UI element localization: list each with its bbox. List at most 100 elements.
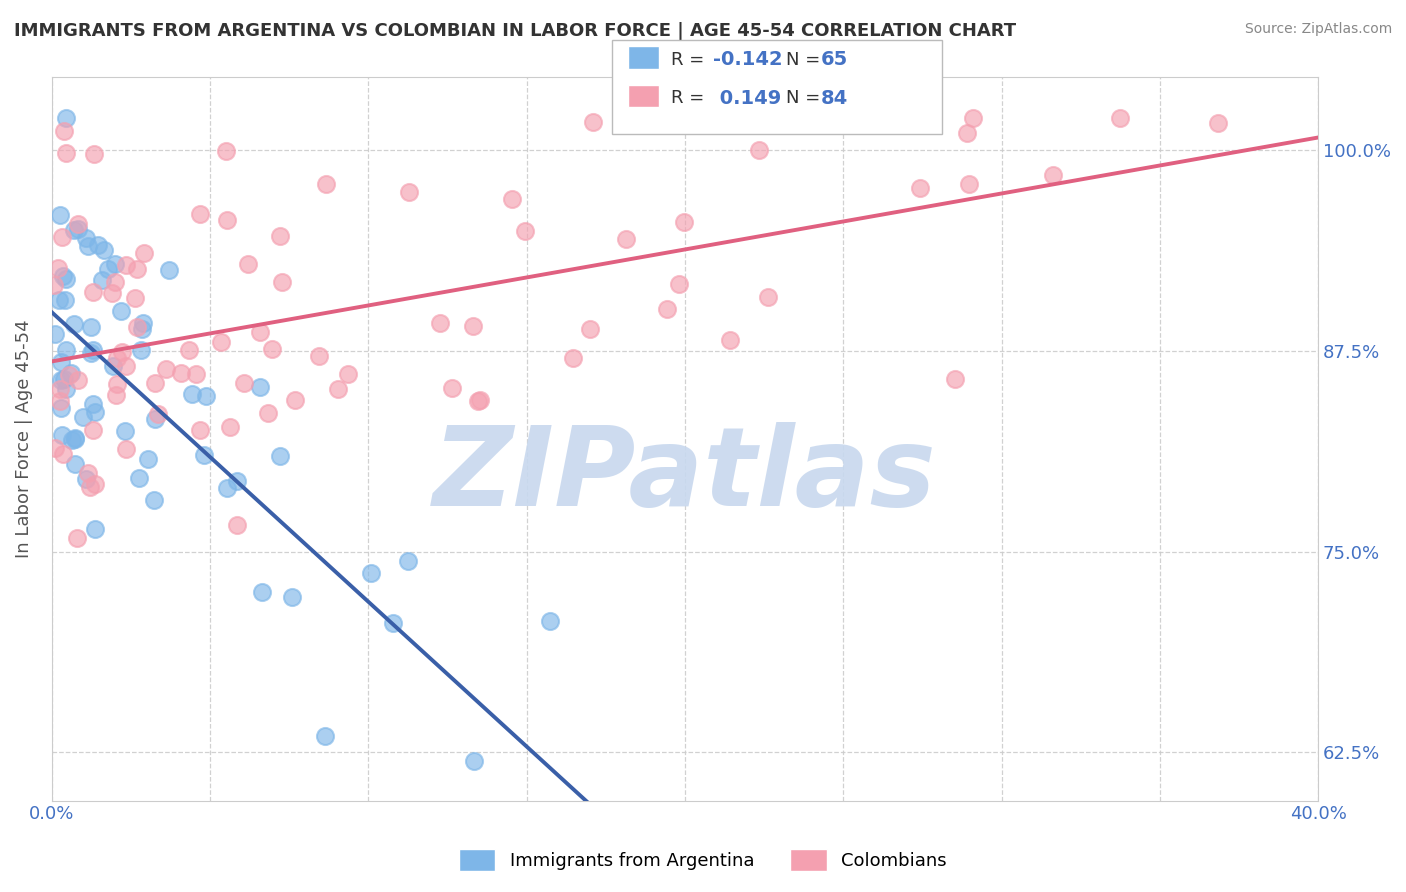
Point <box>155 362 177 376</box>
Point <box>72 409 94 424</box>
Point <box>256 406 278 420</box>
Point <box>125 319 148 334</box>
Point <box>111 345 134 359</box>
Point <box>75 472 97 486</box>
Point <box>49 208 72 222</box>
Point <box>84 476 107 491</box>
Point <box>63 431 86 445</box>
Point <box>308 349 330 363</box>
Point <box>188 423 211 437</box>
Point <box>48 293 70 307</box>
Point <box>143 412 166 426</box>
Point <box>193 448 215 462</box>
Point <box>132 316 155 330</box>
Point <box>249 325 271 339</box>
Point <box>249 380 271 394</box>
Point <box>82 285 104 299</box>
Text: R =: R = <box>671 89 710 107</box>
Text: 0.149: 0.149 <box>713 88 782 108</box>
Point <box>129 343 152 357</box>
Point <box>115 359 138 374</box>
Point <box>44 441 66 455</box>
Text: IMMIGRANTS FROM ARGENTINA VS COLOMBIAN IN LABOR FORCE | AGE 45-54 CORRELATION CH: IMMIGRANTS FROM ARGENTINA VS COLOMBIAN I… <box>14 22 1017 40</box>
Point <box>97 261 120 276</box>
Point <box>52 268 75 283</box>
Point <box>55 145 77 160</box>
Point <box>52 446 75 460</box>
Point <box>83 405 105 419</box>
Point <box>463 319 485 334</box>
Point <box>63 457 86 471</box>
Point <box>101 286 124 301</box>
Point <box>218 420 240 434</box>
Point <box>232 376 254 391</box>
Point <box>188 207 211 221</box>
Point <box>515 224 537 238</box>
Point <box>269 449 291 463</box>
Point <box>55 271 77 285</box>
Point <box>114 424 136 438</box>
Point <box>91 273 114 287</box>
Point <box>337 367 360 381</box>
Point <box>177 343 200 357</box>
Point <box>124 292 146 306</box>
Point <box>562 351 585 366</box>
Point <box>83 146 105 161</box>
Point <box>80 320 103 334</box>
Point <box>84 522 107 536</box>
Point <box>314 729 336 743</box>
Point <box>1206 116 1229 130</box>
Point <box>60 434 83 448</box>
Point <box>170 366 193 380</box>
Point <box>66 373 89 387</box>
Point <box>262 342 284 356</box>
Point <box>51 355 73 369</box>
Point <box>398 185 420 199</box>
Point <box>956 126 979 140</box>
Point <box>957 177 980 191</box>
Point <box>82 397 104 411</box>
Point <box>1108 111 1130 125</box>
Point <box>326 382 349 396</box>
Point <box>194 389 217 403</box>
Point <box>143 376 166 390</box>
Legend: Immigrants from Argentina, Colombians: Immigrants from Argentina, Colombians <box>453 842 953 879</box>
Point <box>440 381 463 395</box>
Point <box>82 343 104 357</box>
Point <box>46 260 69 275</box>
Point <box>209 334 232 349</box>
Point <box>215 481 238 495</box>
Point <box>280 590 302 604</box>
Point <box>142 492 165 507</box>
Point <box>250 585 273 599</box>
Point <box>523 814 546 828</box>
Text: Source: ZipAtlas.com: Source: ZipAtlas.com <box>1244 22 1392 37</box>
Point <box>943 372 966 386</box>
Point <box>127 261 149 276</box>
Point <box>463 754 485 768</box>
Point <box>75 231 97 245</box>
Point <box>55 383 77 397</box>
Point <box>66 217 89 231</box>
Point <box>67 221 90 235</box>
Point <box>42 277 65 292</box>
Point <box>62 318 84 332</box>
Point <box>467 394 489 409</box>
Point <box>105 351 128 365</box>
Point <box>48 394 70 409</box>
Text: N =: N = <box>786 51 825 69</box>
Point <box>93 243 115 257</box>
Point <box>110 304 132 318</box>
Point <box>132 246 155 260</box>
Point <box>396 554 419 568</box>
Point <box>148 407 170 421</box>
Point <box>468 393 491 408</box>
Point <box>381 615 404 630</box>
Point <box>52 372 75 386</box>
Point <box>49 401 72 415</box>
Point <box>962 111 984 125</box>
Point <box>77 466 100 480</box>
Point <box>51 230 73 244</box>
Point <box>217 213 239 227</box>
Point <box>104 275 127 289</box>
